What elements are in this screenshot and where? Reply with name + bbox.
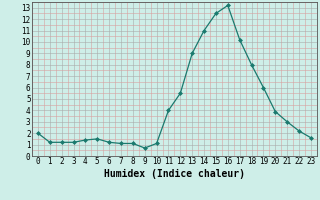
X-axis label: Humidex (Indice chaleur): Humidex (Indice chaleur) — [104, 169, 245, 179]
